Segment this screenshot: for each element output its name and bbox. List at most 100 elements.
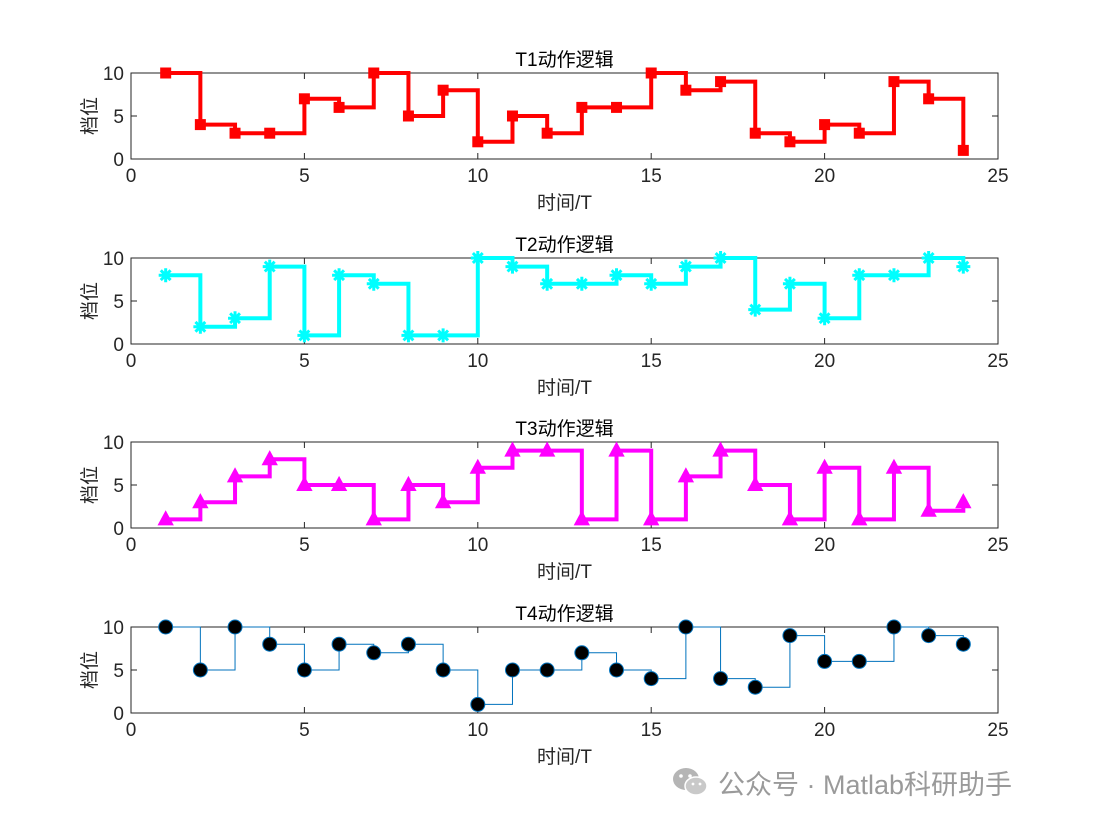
y-tick-label: 0 xyxy=(113,335,124,356)
data-point xyxy=(434,493,452,509)
data-point xyxy=(504,441,521,457)
x-tick-label: 25 xyxy=(987,166,1008,187)
data-point xyxy=(157,510,174,526)
axes-box xyxy=(130,72,999,160)
data-point xyxy=(227,619,243,635)
data-point xyxy=(921,251,936,265)
data-point xyxy=(920,501,937,517)
data-point xyxy=(609,268,624,283)
data-point xyxy=(262,636,278,652)
data-point xyxy=(332,268,347,283)
x-tick-label: 15 xyxy=(641,535,662,556)
axes-box xyxy=(130,257,999,345)
y-tick-label: 0 xyxy=(113,519,124,540)
data-point xyxy=(228,311,243,326)
data-point xyxy=(538,441,556,457)
data-point xyxy=(261,450,278,466)
data-point xyxy=(540,276,555,291)
x-tick-label: 5 xyxy=(299,535,310,556)
x-tick-label: 0 xyxy=(126,351,137,372)
data-point xyxy=(574,645,590,661)
data-point xyxy=(923,93,935,105)
data-point xyxy=(400,636,416,652)
data-point xyxy=(645,67,657,79)
x-tick-label: 10 xyxy=(467,351,488,372)
x-axis-label: 时间/T xyxy=(537,746,592,768)
data-point xyxy=(782,276,797,291)
data-point xyxy=(747,475,764,491)
y-tick-label: 10 xyxy=(103,433,124,454)
data-point xyxy=(678,619,694,635)
data-point xyxy=(504,662,520,678)
x-axis-label: 时间/T xyxy=(537,377,592,399)
data-point xyxy=(435,662,451,678)
data-point xyxy=(296,475,313,491)
watermark: 公众号 · Matlab科研助手 xyxy=(670,762,1012,802)
data-point xyxy=(365,510,382,526)
x-tick-label: 0 xyxy=(126,166,137,187)
subplot-title: T2动作逻辑 xyxy=(515,234,613,256)
x-tick-label: 25 xyxy=(987,351,1008,372)
data-point xyxy=(506,110,518,122)
x-axis-label: 时间/T xyxy=(537,192,592,214)
data-point xyxy=(713,251,728,265)
subplot-title: T3动作逻辑 xyxy=(515,418,613,440)
data-point xyxy=(712,441,729,457)
data-point xyxy=(194,119,206,131)
data-point xyxy=(817,311,832,326)
x-tick-label: 5 xyxy=(299,720,310,741)
y-tick-label: 5 xyxy=(113,661,124,682)
data-point xyxy=(262,259,277,274)
data-point xyxy=(298,93,310,105)
x-tick-label: 10 xyxy=(467,535,488,556)
data-point xyxy=(782,628,798,644)
data-point xyxy=(644,276,659,291)
data-point xyxy=(472,136,484,148)
data-point xyxy=(470,251,485,265)
x-tick-label: 0 xyxy=(126,535,137,556)
data-point xyxy=(437,84,449,96)
subplot-title: T1动作逻辑 xyxy=(515,49,613,71)
data-point xyxy=(886,268,901,283)
y-tick-label: 5 xyxy=(113,107,124,128)
data-point xyxy=(576,101,588,113)
data-point xyxy=(609,662,625,678)
data-point xyxy=(539,662,555,678)
data-point xyxy=(368,67,380,79)
data-point xyxy=(817,653,833,669)
x-tick-label: 25 xyxy=(987,535,1008,556)
y-tick-label: 10 xyxy=(103,249,124,270)
y-axis-label: 档位 xyxy=(79,97,101,135)
data-point xyxy=(749,127,761,139)
y-axis-label: 档位 xyxy=(79,466,101,504)
data-point xyxy=(677,467,695,483)
data-point xyxy=(470,696,486,712)
data-point xyxy=(402,110,414,122)
data-point xyxy=(955,493,972,509)
data-point xyxy=(747,679,763,695)
data-point xyxy=(888,76,900,88)
data-point xyxy=(955,636,971,652)
data-point xyxy=(921,628,937,644)
data-point xyxy=(851,653,867,669)
x-tick-label: 0 xyxy=(126,720,137,741)
data-point xyxy=(680,84,692,96)
subplot-title: T4动作逻辑 xyxy=(515,603,613,625)
data-point xyxy=(816,458,833,474)
data-point xyxy=(436,328,451,343)
data-point xyxy=(160,67,172,79)
x-tick-label: 20 xyxy=(814,166,835,187)
data-point xyxy=(573,510,591,526)
data-point xyxy=(469,458,486,474)
y-axis-label: 档位 xyxy=(79,651,101,689)
y-tick-label: 10 xyxy=(103,618,124,639)
data-point xyxy=(264,127,276,139)
data-point xyxy=(158,268,173,283)
data-point xyxy=(886,619,902,635)
data-point xyxy=(193,319,208,334)
data-point xyxy=(713,671,729,687)
y-tick-label: 0 xyxy=(113,150,124,171)
data-point xyxy=(956,259,971,274)
